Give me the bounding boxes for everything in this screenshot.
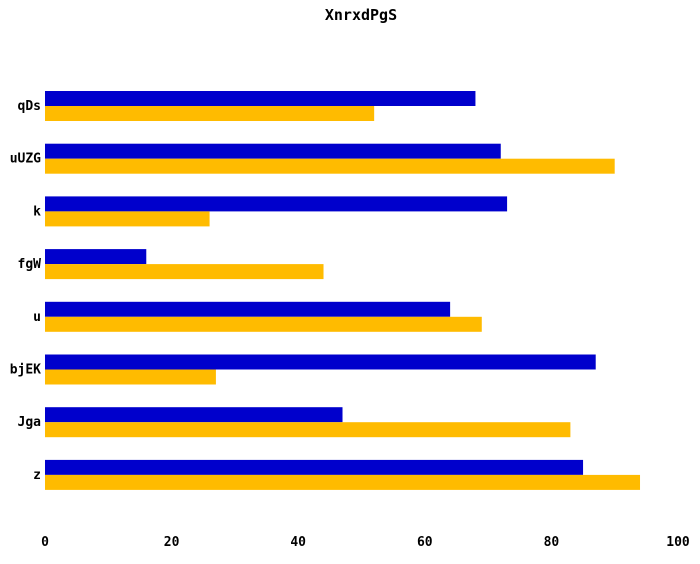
x-tick-label: 100 — [666, 535, 690, 550]
y-tick-label: Jga — [18, 415, 42, 430]
bar — [45, 91, 476, 106]
y-tick-label: uUZG — [10, 152, 41, 167]
x-tick-label: 0 — [41, 535, 49, 550]
bar — [45, 407, 343, 423]
y-tick-label: bjEK — [10, 363, 41, 378]
bar — [45, 143, 501, 159]
x-tick-label: 60 — [417, 535, 433, 550]
x-tick-label: 40 — [290, 535, 306, 550]
y-tick-label: fgW — [18, 257, 42, 272]
chart-title: XnrxdPgS — [324, 6, 398, 24]
bar — [45, 459, 584, 475]
bar — [45, 316, 482, 332]
y-tick-label: qDs — [18, 99, 41, 114]
bar — [45, 196, 508, 212]
bar — [45, 301, 451, 317]
bar — [45, 422, 571, 438]
x-tick-label: 80 — [544, 535, 560, 550]
bar — [45, 369, 216, 385]
bar — [45, 474, 641, 490]
y-tick-label: z — [33, 468, 41, 483]
bar — [45, 264, 324, 280]
bar — [45, 106, 375, 121]
y-tick-label: k — [33, 204, 41, 219]
x-tick-label: 20 — [164, 535, 180, 550]
bar — [45, 249, 147, 265]
bar — [45, 211, 210, 227]
bar — [45, 158, 615, 174]
bar — [45, 354, 596, 370]
y-tick-label: u — [33, 310, 41, 325]
